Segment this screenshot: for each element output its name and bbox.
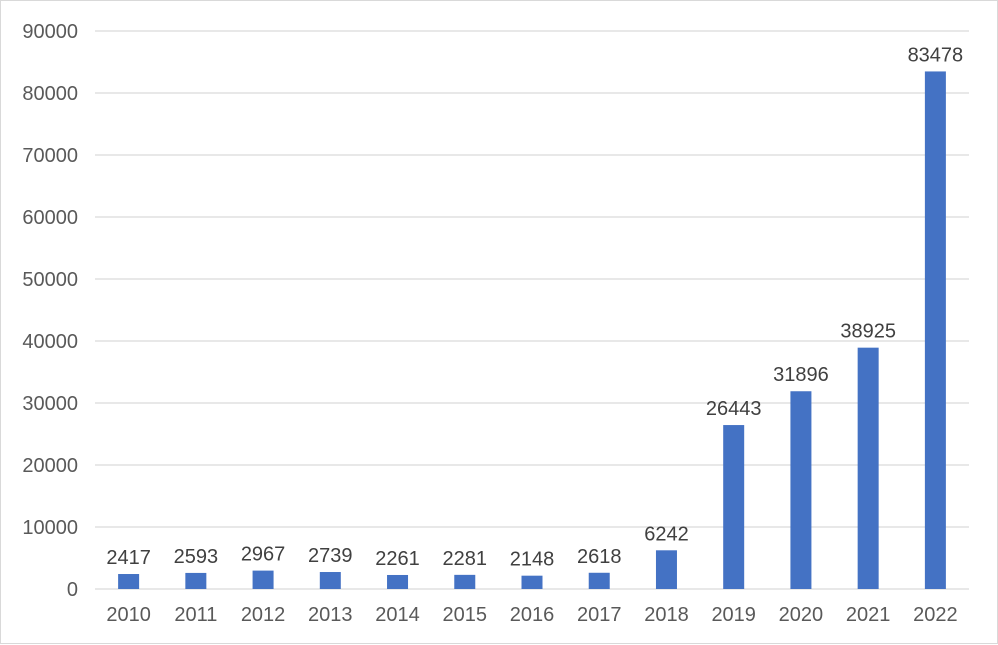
- bars: [118, 71, 946, 589]
- y-tick-label: 80000: [22, 83, 78, 105]
- gridlines: [95, 30, 969, 590]
- data-label: 6242: [644, 523, 689, 545]
- x-tick-label: 2016: [510, 604, 555, 626]
- data-label: 2281: [443, 548, 488, 570]
- bar: [319, 572, 341, 589]
- x-tick-label: 2021: [846, 604, 891, 626]
- y-tick-label: 10000: [22, 517, 78, 539]
- y-tick-label: 90000: [22, 21, 78, 43]
- x-tick-label: 2020: [779, 604, 824, 626]
- bar: [790, 391, 812, 589]
- data-label: 2417: [106, 547, 151, 569]
- x-tick-label: 2010: [106, 604, 151, 626]
- x-tick-label: 2012: [241, 604, 286, 626]
- data-label: 2148: [510, 549, 555, 571]
- y-tick-label: 0: [67, 579, 78, 601]
- data-label: 2739: [308, 545, 353, 567]
- bar: [857, 347, 879, 589]
- x-tick-label: 2015: [443, 604, 488, 626]
- x-axis-tick-labels: 2010 2011 2012 2013 2014 2015 2016 2017 2018 2019…: [106, 604, 957, 626]
- y-tick-label: 60000: [22, 207, 78, 229]
- y-tick-label: 40000: [22, 331, 78, 353]
- x-tick-label: 2018: [644, 604, 689, 626]
- y-tick-label: 70000: [22, 145, 78, 167]
- y-tick-label: 30000: [22, 393, 78, 415]
- x-tick-label: 2017: [577, 604, 622, 626]
- data-label: 26443: [706, 398, 762, 420]
- y-tick-label: 20000: [22, 455, 78, 477]
- data-label: 31896: [773, 364, 829, 386]
- data-label: 83478: [908, 44, 964, 66]
- data-labels: 2417 2593 2967 2739 2261 2281 2148 2618 6242 2644…: [106, 44, 963, 570]
- x-tick-label: 2011: [174, 604, 217, 626]
- bar: [521, 575, 543, 589]
- x-tick-label: 2019: [711, 604, 756, 626]
- bar: [387, 574, 409, 589]
- bar: [588, 572, 610, 589]
- bar: [454, 574, 476, 589]
- x-tick-label: 2022: [913, 604, 958, 626]
- data-label: 2593: [174, 546, 219, 568]
- data-label: 2618: [577, 546, 622, 568]
- y-tick-label: 50000: [22, 269, 78, 291]
- bar: [655, 550, 677, 589]
- bar: [252, 570, 274, 589]
- data-label: 2261: [375, 548, 420, 570]
- bar: [185, 572, 207, 589]
- x-tick-label: 2013: [308, 604, 353, 626]
- data-label: 2967: [241, 544, 286, 566]
- bar: [924, 71, 946, 589]
- data-label: 38925: [840, 321, 896, 343]
- bar: [118, 574, 140, 589]
- y-axis-tick-labels: 0 10000 20000 30000 40000 50000 60000 70000 8000…: [22, 21, 78, 601]
- bar: [723, 425, 745, 589]
- x-tick-label: 2014: [375, 604, 420, 626]
